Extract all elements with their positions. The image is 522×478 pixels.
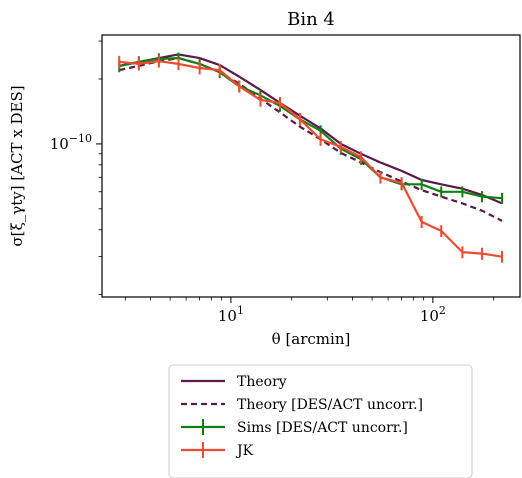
legend: Theory Theory [DES/ACT uncorr.] Sims [DES/… bbox=[168, 364, 473, 478]
legend-item: Sims [DES/ACT uncorr.] bbox=[181, 419, 408, 436]
x-axis-label: θ [arcmin] bbox=[272, 330, 351, 348]
series-layer bbox=[118, 52, 504, 263]
axes-layer: 101 102 10−10 bbox=[50, 40, 495, 325]
series-1 bbox=[119, 56, 503, 222]
y-tick-label: 10−10 bbox=[50, 132, 92, 153]
legend-label: Theory bbox=[237, 374, 287, 390]
series-line bbox=[119, 56, 503, 222]
legend-item: Theory bbox=[181, 374, 287, 390]
legend-label: Theory [DES/ACT uncorr.] bbox=[237, 397, 423, 413]
series-line bbox=[119, 53, 503, 205]
series-line bbox=[119, 60, 503, 258]
legend-item: Theory [DES/ACT uncorr.] bbox=[181, 397, 423, 413]
y-axis-label: σ[ξ_γty] [ACT x DES] bbox=[8, 85, 26, 246]
legend-label: Sims [DES/ACT uncorr.] bbox=[237, 420, 408, 436]
chart-title: Bin 4 bbox=[287, 9, 335, 30]
plot-frame bbox=[101, 34, 521, 298]
series-0 bbox=[119, 53, 503, 205]
series-line bbox=[119, 56, 503, 200]
series-3 bbox=[118, 55, 504, 263]
x-tick-label: 101 bbox=[218, 304, 244, 325]
legend-label: JK bbox=[235, 443, 254, 459]
x-tick-label: 102 bbox=[420, 304, 446, 325]
legend-item: JK bbox=[181, 442, 254, 459]
legend-frame bbox=[168, 364, 473, 478]
